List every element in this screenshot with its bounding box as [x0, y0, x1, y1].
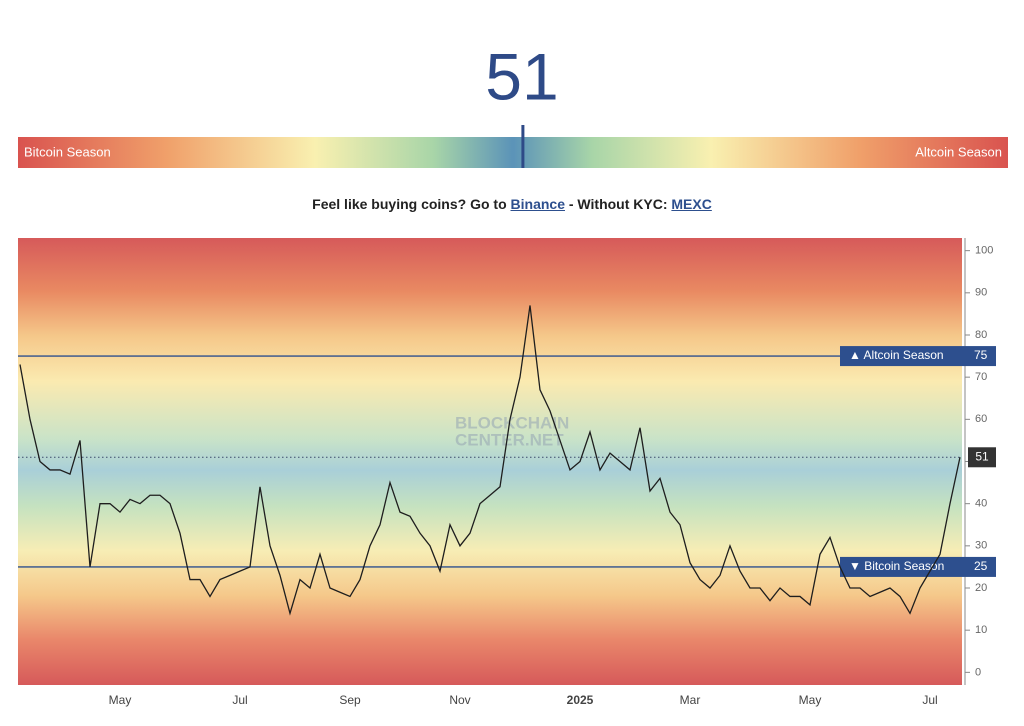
y-tick-label: 10: [975, 624, 987, 636]
reference-label-box: [840, 346, 996, 367]
x-tick-label: Nov: [449, 693, 470, 707]
reference-label: ▲ Altcoin Season: [849, 348, 944, 362]
x-tick-label: 2025: [567, 693, 594, 707]
binance-link[interactable]: Binance: [510, 196, 565, 212]
x-tick-label: May: [799, 693, 822, 707]
current-label-box: [968, 447, 996, 468]
reference-value: 75: [974, 348, 988, 362]
y-tick-label: 20: [975, 582, 987, 594]
y-tick-label: 30: [975, 540, 987, 552]
gauge-bar: [18, 137, 1008, 168]
y-tick-label: 40: [975, 498, 987, 510]
y-tick-label: 100: [975, 245, 993, 257]
y-tick-label: 70: [975, 371, 987, 383]
x-tick-label: May: [109, 693, 132, 707]
promo-text: Feel like buying coins? Go to: [312, 196, 507, 212]
series-line: [19, 305, 961, 616]
x-tick-label: Mar: [680, 693, 701, 707]
promo: Feel like buying coins? Go to Binance - …: [0, 196, 1024, 212]
watermark: BLOCKCHAIN: [455, 413, 569, 432]
watermark: CENTER.NET: [455, 430, 564, 449]
x-tick-label: Jul: [232, 693, 247, 707]
promo-text: - Without KYC:: [568, 196, 668, 212]
mexc-link[interactable]: MEXC: [671, 196, 712, 212]
gauge-left-label: Bitcoin Season: [24, 144, 111, 159]
current-label: 51: [975, 449, 989, 463]
y-tick-label: 80: [975, 329, 987, 341]
reference-label-box: [840, 556, 996, 577]
y-tick-label: 0: [975, 666, 981, 678]
reference-label: ▼ Bitcoin Season: [849, 559, 944, 573]
x-tick-label: Jul: [922, 693, 937, 707]
index-value: 51: [485, 39, 558, 113]
plot-background: [18, 238, 962, 685]
y-tick-label: 60: [975, 413, 987, 425]
reference-value: 25: [974, 559, 988, 573]
gauge-right-label: Altcoin Season: [915, 144, 1002, 159]
y-tick-label: 90: [975, 287, 987, 299]
x-tick-label: Sep: [339, 693, 361, 707]
